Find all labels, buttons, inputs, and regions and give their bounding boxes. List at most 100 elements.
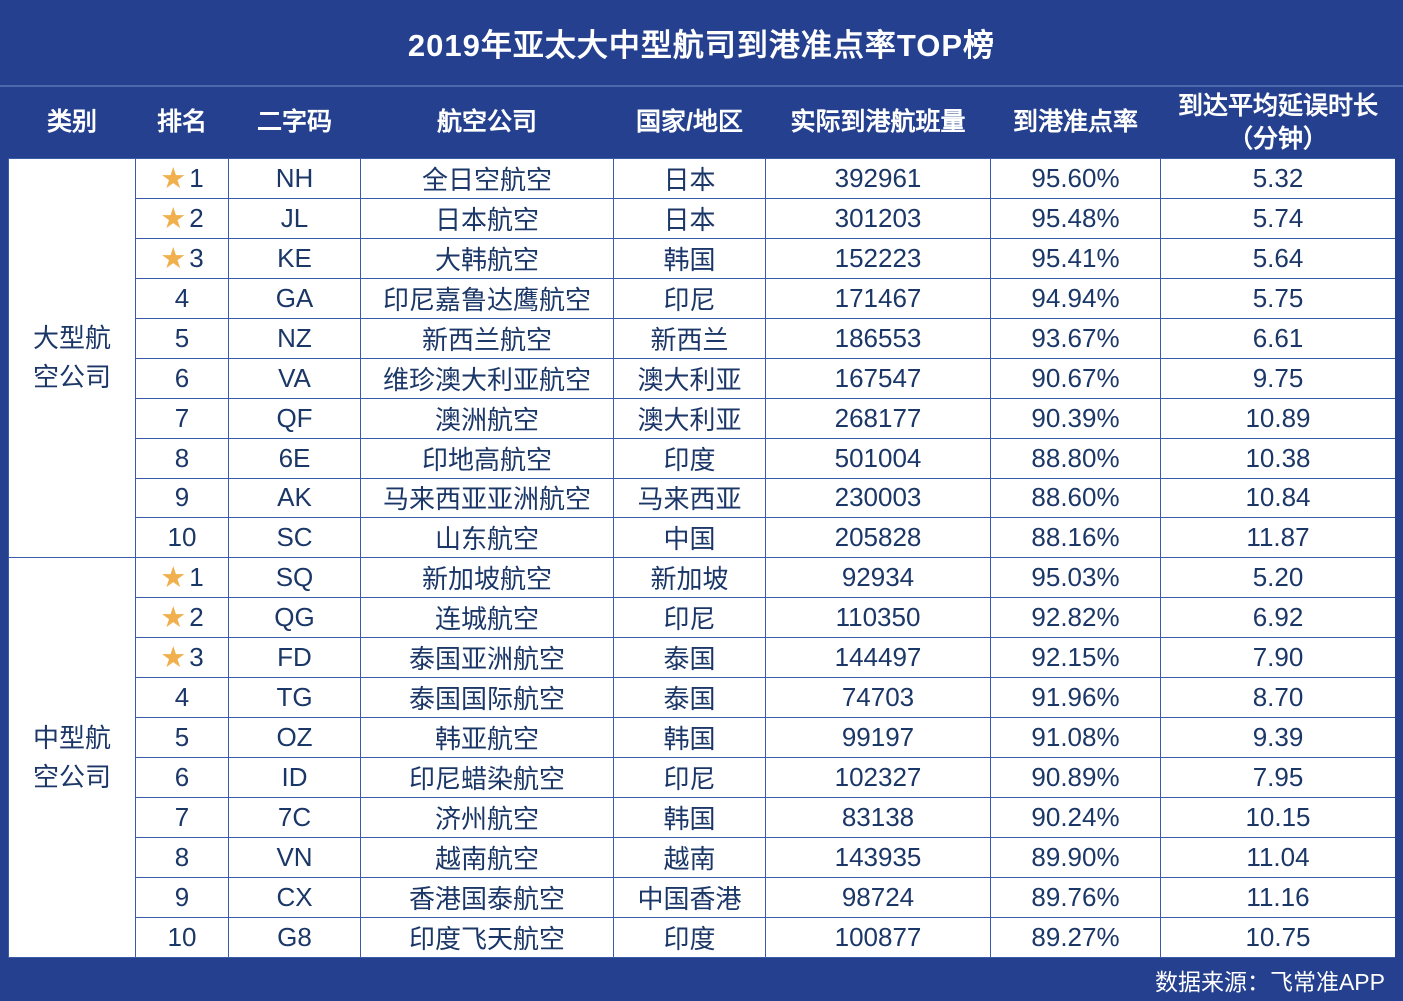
- delay-cell: 10.38: [1160, 437, 1395, 479]
- rank-cell: ★ 2: [135, 597, 229, 639]
- delay-cell: 11.87: [1160, 517, 1395, 559]
- airline-code-cell: 7C: [228, 797, 361, 838]
- flight-count-cell: 171467: [765, 277, 991, 319]
- ranking-table: 类别 排名 二字码 航空公司 国家/地区 实际到港航班量 到港准点率 到达平均延…: [8, 87, 1395, 958]
- country-cell: 印度: [613, 916, 766, 958]
- column-header-country: 国家/地区: [613, 87, 766, 159]
- delay-cell: 11.16: [1160, 876, 1395, 918]
- table-row: 7 QF 澳洲航空 澳大利亚 268177 90.39% 10.89: [9, 397, 1395, 439]
- rank-cell: 5: [135, 717, 229, 759]
- airline-code-cell: NZ: [228, 317, 361, 359]
- delay-cell: 8.70: [1160, 677, 1395, 719]
- rank-cell: 7: [135, 397, 229, 439]
- country-cell: 日本: [613, 158, 766, 199]
- delay-cell: 9.39: [1160, 717, 1395, 759]
- airline-code-cell: OZ: [228, 717, 361, 759]
- rank-cell: 10: [135, 517, 229, 559]
- punctuality-cell: 92.15%: [990, 637, 1161, 679]
- rank-number: 1: [189, 562, 204, 593]
- delay-cell: 5.32: [1160, 158, 1395, 199]
- rank-cell: ★ 3: [135, 237, 229, 279]
- airline-code-cell: CX: [228, 876, 361, 918]
- table-row: 9 CX 香港国泰航空 中国香港 98724 89.76% 11.16: [9, 876, 1395, 918]
- rank-number: 2: [189, 602, 204, 633]
- delay-cell: 5.75: [1160, 277, 1395, 319]
- table-row: 5 NZ 新西兰航空 新西兰 186553 93.67% 6.61: [9, 317, 1395, 359]
- delay-cell: 11.04: [1160, 836, 1395, 878]
- airline-code-cell: G8: [228, 916, 361, 958]
- flight-count-cell: 186553: [765, 317, 991, 359]
- rank-number: 9: [174, 482, 190, 513]
- airline-name-cell: 连城航空: [360, 597, 614, 639]
- country-cell: 印尼: [613, 757, 766, 798]
- table-row: ★ 3 FD 泰国亚洲航空 泰国 144497 92.15% 7.90: [9, 637, 1395, 679]
- column-header-airline: 航空公司: [360, 87, 614, 159]
- rank-cell: 6: [135, 757, 229, 798]
- rank-cell: ★ 2: [135, 197, 229, 239]
- country-cell: 泰国: [613, 637, 766, 679]
- table-row: 8 6E 印地高航空 印度 501004 88.80% 10.38: [9, 437, 1395, 479]
- punctuality-cell: 95.03%: [990, 557, 1161, 599]
- delay-cell: 10.84: [1160, 477, 1395, 519]
- country-cell: 日本: [613, 197, 766, 239]
- table-row: ★ 3 KE 大韩航空 韩国 152223 95.41% 5.64: [9, 237, 1395, 279]
- country-cell: 澳大利亚: [613, 357, 766, 399]
- table-row: 10 G8 印度飞天航空 印度 100877 89.27% 10.75: [9, 916, 1395, 958]
- airline-code-cell: QG: [228, 597, 361, 639]
- table-row: 7 7C 济州航空 韩国 83138 90.24% 10.15: [9, 797, 1395, 838]
- table-row: 4 GA 印尼嘉鲁达鹰航空 印尼 171467 94.94% 5.75: [9, 277, 1395, 319]
- airline-code-cell: QF: [228, 397, 361, 439]
- rank-cell: 10: [135, 916, 229, 958]
- delay-cell: 9.75: [1160, 357, 1395, 399]
- punctuality-cell: 93.67%: [990, 317, 1161, 359]
- punctuality-cell: 91.96%: [990, 677, 1161, 719]
- country-cell: 韩国: [613, 717, 766, 759]
- airline-name-cell: 香港国泰航空: [360, 876, 614, 918]
- punctuality-cell: 90.39%: [990, 397, 1161, 439]
- table-row: 8 VN 越南航空 越南 143935 89.90% 11.04: [9, 836, 1395, 878]
- airline-code-cell: SC: [228, 517, 361, 559]
- delay-cell: 5.20: [1160, 557, 1395, 599]
- table-row: 6 ID 印尼蜡染航空 印尼 102327 90.89% 7.95: [9, 757, 1395, 798]
- airline-name-cell: 新加坡航空: [360, 557, 614, 599]
- rank-number: 6: [174, 362, 190, 393]
- rank-cell: 8: [135, 437, 229, 479]
- flight-count-cell: 98724: [765, 876, 991, 918]
- rank-cell: 7: [135, 797, 229, 838]
- star-icon: ★: [160, 242, 187, 275]
- airline-name-cell: 日本航空: [360, 197, 614, 239]
- flight-count-cell: 102327: [765, 757, 991, 798]
- punctuality-cell: 95.48%: [990, 197, 1161, 239]
- rank-cell: ★ 1: [135, 557, 229, 599]
- flight-count-cell: 167547: [765, 357, 991, 399]
- table-row: 9 AK 马来西亚亚洲航空 马来西亚 230003 88.60% 10.84: [9, 477, 1395, 519]
- delay-cell: 6.61: [1160, 317, 1395, 359]
- airline-name-cell: 印尼嘉鲁达鹰航空: [360, 277, 614, 319]
- country-cell: 中国香港: [613, 876, 766, 918]
- table-row: 4 TG 泰国国际航空 泰国 74703 91.96% 8.70: [9, 677, 1395, 719]
- data-source-label: 数据来源：飞常准APP: [1154, 968, 1385, 995]
- flight-count-cell: 301203: [765, 197, 991, 239]
- airline-name-cell: 泰国亚洲航空: [360, 637, 614, 679]
- airline-name-cell: 泰国国际航空: [360, 677, 614, 719]
- flight-count-cell: 100877: [765, 916, 991, 958]
- punctuality-cell: 89.90%: [990, 836, 1161, 878]
- table-container: 类别 排名 二字码 航空公司 国家/地区 实际到港航班量 到港准点率 到达平均延…: [8, 87, 1395, 958]
- punctuality-cell: 88.80%: [990, 437, 1161, 479]
- delay-cell: 10.75: [1160, 916, 1395, 958]
- punctuality-cell: 88.16%: [990, 517, 1161, 559]
- airline-code-cell: ID: [228, 757, 361, 798]
- rank-number: 10: [167, 522, 197, 553]
- table-row: 5 OZ 韩亚航空 韩国 99197 91.08% 9.39: [9, 717, 1395, 759]
- airline-code-cell: 6E: [228, 437, 361, 479]
- airline-code-cell: VA: [228, 357, 361, 399]
- airline-code-cell: TG: [228, 677, 361, 719]
- punctuality-cell: 89.76%: [990, 876, 1161, 918]
- airline-code-cell: SQ: [228, 557, 361, 599]
- table-row: 中型航空公司 ★ 1 SQ 新加坡航空 新加坡 92934 95.03% 5.20: [8, 557, 1395, 958]
- punctuality-cell: 92.82%: [990, 597, 1161, 639]
- rank-number: 8: [174, 841, 190, 872]
- table-row: ★ 2 QG 连城航空 印尼 110350 92.82% 6.92: [9, 597, 1395, 639]
- country-cell: 越南: [613, 836, 766, 878]
- punctuality-cell: 90.24%: [990, 797, 1161, 838]
